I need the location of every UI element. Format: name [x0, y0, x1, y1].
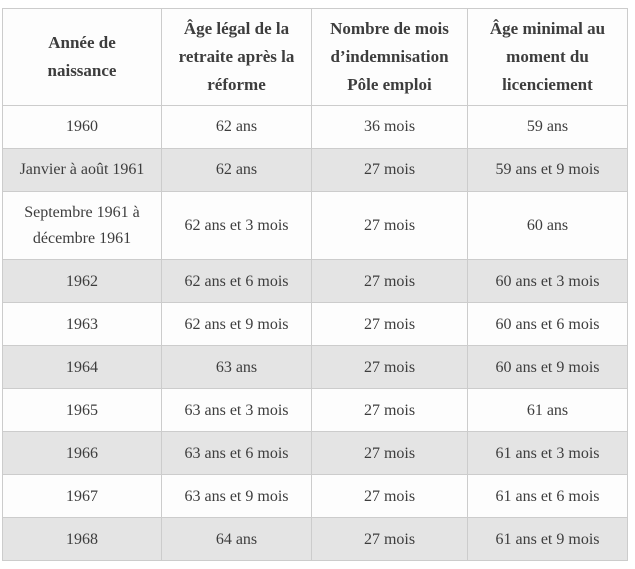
table-cell: 62 ans: [161, 105, 312, 150]
table-cell: 59 ans: [467, 105, 628, 150]
table-row: 1963 62 ans et 9 mois 27 mois 60 ans et …: [2, 302, 628, 347]
header-row: Année de naissance Âge légal de la retra…: [2, 7, 628, 107]
table-cell: 1967: [2, 474, 162, 519]
table-cell: Janvier à août 1961: [2, 148, 162, 193]
table-cell: 63 ans et 9 mois: [161, 474, 312, 519]
table-row: Septembre 1961 à décembre 1961 62 ans et…: [2, 191, 628, 261]
table-cell: 27 mois: [311, 474, 468, 519]
table-cell: 62 ans et 6 mois: [161, 259, 312, 304]
retirement-table-container: Année de naissance Âge légal de la retra…: [2, 7, 628, 562]
table-cell: 27 mois: [311, 259, 468, 304]
table-cell: 27 mois: [311, 345, 468, 390]
column-header-birth-year: Année de naissance: [2, 7, 162, 107]
table-cell: 60 ans et 6 mois: [467, 302, 628, 347]
table-cell: 63 ans: [161, 345, 312, 390]
table-row: Janvier à août 1961 62 ans 27 mois 59 an…: [2, 148, 628, 193]
table-cell: 63 ans et 3 mois: [161, 388, 312, 433]
table-cell: 59 ans et 9 mois: [467, 148, 628, 193]
table-cell: 62 ans et 3 mois: [161, 191, 312, 261]
table-cell: 1962: [2, 259, 162, 304]
table-cell: 62 ans et 9 mois: [161, 302, 312, 347]
table-cell: 62 ans: [161, 148, 312, 193]
table-cell: 27 mois: [311, 148, 468, 193]
table-row: 1960 62 ans 36 mois 59 ans: [2, 105, 628, 150]
table-row: 1964 63 ans 27 mois 60 ans et 9 mois: [2, 345, 628, 390]
table-cell: 36 mois: [311, 105, 468, 150]
table-cell: 27 mois: [311, 302, 468, 347]
table-cell: 27 mois: [311, 431, 468, 476]
table-row: 1965 63 ans et 3 mois 27 mois 61 ans: [2, 388, 628, 433]
table-cell: 64 ans: [161, 517, 312, 562]
table-row: 1967 63 ans et 9 mois 27 mois 61 ans et …: [2, 474, 628, 519]
table-row: 1968 64 ans 27 mois 61 ans et 9 mois: [2, 517, 628, 562]
table-cell: 61 ans et 6 mois: [467, 474, 628, 519]
table-row: 1966 63 ans et 6 mois 27 mois 61 ans et …: [2, 431, 628, 476]
table-cell: 63 ans et 6 mois: [161, 431, 312, 476]
table-cell: 1966: [2, 431, 162, 476]
table-cell: Septembre 1961 à décembre 1961: [2, 191, 162, 261]
column-header-minimal-age: Âge minimal au moment du licenciement: [467, 7, 628, 107]
table-cell: 61 ans et 3 mois: [467, 431, 628, 476]
table-cell: 27 mois: [311, 388, 468, 433]
table-cell: 60 ans et 3 mois: [467, 259, 628, 304]
table-cell: 60 ans: [467, 191, 628, 261]
table-cell: 61 ans et 9 mois: [467, 517, 628, 562]
table-cell: 1964: [2, 345, 162, 390]
table-cell: 61 ans: [467, 388, 628, 433]
table-cell: 27 mois: [311, 517, 468, 562]
retirement-age-table: Année de naissance Âge légal de la retra…: [2, 7, 628, 562]
column-header-legal-retirement-age: Âge légal de la retraite après la réform…: [161, 7, 312, 107]
table-cell: 1963: [2, 302, 162, 347]
table-row: 1962 62 ans et 6 mois 27 mois 60 ans et …: [2, 259, 628, 304]
table-cell: 1968: [2, 517, 162, 562]
column-header-indemnification-months: Nombre de mois d’indemnisation Pôle empl…: [311, 7, 468, 107]
table-cell: 1960: [2, 105, 162, 150]
table-cell: 27 mois: [311, 191, 468, 261]
table-cell: 60 ans et 9 mois: [467, 345, 628, 390]
table-cell: 1965: [2, 388, 162, 433]
